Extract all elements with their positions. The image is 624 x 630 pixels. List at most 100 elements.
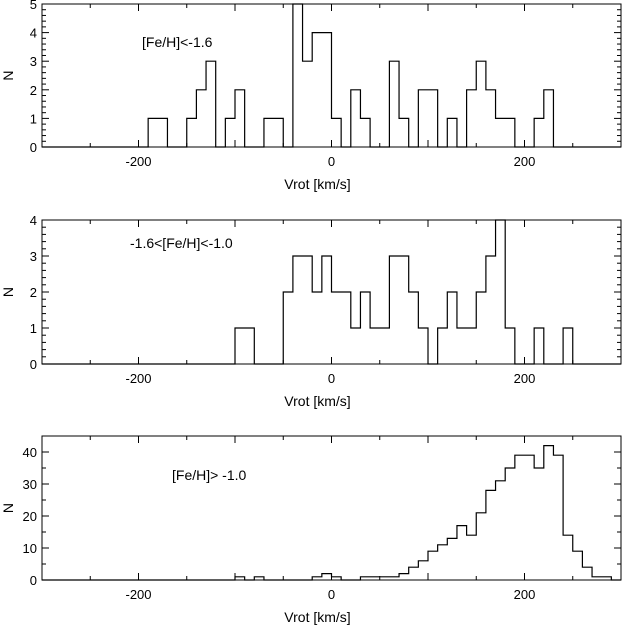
y-tick-label: 2 <box>30 285 37 300</box>
x-axis-label: Vrot [km/s] <box>284 393 350 409</box>
histogram-bin <box>592 577 602 580</box>
y-tick-label: 1 <box>30 321 37 336</box>
histogram-bin <box>303 256 313 364</box>
histogram-bin <box>515 455 525 580</box>
histogram-bin <box>360 118 370 147</box>
histogram-bin <box>467 90 477 147</box>
histogram-bin <box>148 118 158 147</box>
x-tick-label: 0 <box>328 587 335 602</box>
histogram-bin <box>418 90 428 147</box>
histogram-bin <box>505 328 515 364</box>
histogram-bin <box>447 118 457 147</box>
histogram-bin <box>399 256 409 364</box>
histogram-bin <box>341 292 351 364</box>
y-tick-label: 40 <box>23 445 37 460</box>
histogram-bin <box>418 561 428 580</box>
histogram-bin <box>418 328 428 364</box>
histogram-bin <box>322 256 332 364</box>
histogram-bin <box>380 577 390 580</box>
histogram-bin <box>245 328 255 364</box>
histogram-bin <box>399 574 409 580</box>
histogram-bin <box>389 256 399 364</box>
panel-top: -200 0 200 0 1 2 3 4 5 Vrot [km/s] N [Fe/H]<-1.6 <box>0 0 622 192</box>
histogram-bin <box>447 292 457 364</box>
x-axis-label: Vrot [km/s] <box>284 176 350 192</box>
histogram-bin <box>409 567 419 580</box>
histogram-bin <box>360 292 370 364</box>
histogram-bin <box>312 292 322 364</box>
histogram-bin <box>322 33 332 147</box>
histogram-series <box>42 219 621 365</box>
y-tick-label: 0 <box>30 573 37 588</box>
histogram-bin <box>486 490 496 580</box>
histogram-bin <box>534 118 544 147</box>
histogram-bin <box>206 61 216 147</box>
y-tick-label: 4 <box>30 213 37 228</box>
histogram-bin <box>399 118 409 147</box>
histogram-bin <box>438 328 448 364</box>
histogram-bin <box>505 118 515 147</box>
histogram-bin <box>602 577 612 580</box>
histogram-bin <box>225 118 235 147</box>
y-axis-label: N <box>0 70 16 80</box>
y-tick-label: 5 <box>30 0 37 12</box>
histogram-bin <box>467 535 477 580</box>
histogram-bin <box>496 481 506 580</box>
histogram-bin <box>428 90 438 147</box>
histogram-bin <box>332 292 342 364</box>
y-tick-label: 10 <box>23 541 37 556</box>
y-tick-label: 1 <box>30 111 37 126</box>
histogram-bin <box>303 61 313 147</box>
histogram-bin <box>563 535 573 580</box>
y-tick-label: 2 <box>30 83 37 98</box>
histogram-bin <box>283 292 293 364</box>
histogram-bin <box>264 118 274 147</box>
histogram-bin <box>544 90 554 147</box>
histogram-bin <box>332 118 342 147</box>
x-axis-label: Vrot [km/s] <box>284 609 350 625</box>
histogram-series <box>42 445 621 581</box>
histogram-bin <box>563 328 573 364</box>
x-tick-label: 200 <box>514 371 536 386</box>
histogram-bin <box>544 446 554 580</box>
histogram-bin <box>187 118 197 147</box>
histogram-bin <box>582 567 592 580</box>
y-tick-label: 3 <box>30 54 37 69</box>
histogram-bin <box>322 574 332 580</box>
histogram-bin <box>534 468 544 580</box>
y-axis-label: N <box>0 287 16 297</box>
histogram-bin <box>476 292 486 364</box>
histogram-bin <box>274 118 284 147</box>
x-tick-label: -200 <box>125 371 151 386</box>
panel-annotation: [Fe/H]> -1.0 <box>172 467 247 483</box>
y-tick-label: 0 <box>30 140 37 155</box>
histogram-bin <box>553 455 563 580</box>
y-axis-label: N <box>0 503 16 513</box>
x-tick-label: 0 <box>328 371 335 386</box>
histogram-bin <box>293 4 303 147</box>
histogram-bin <box>293 256 303 364</box>
x-tick-label: 0 <box>328 154 335 169</box>
panel-annotation: [Fe/H]<-1.6 <box>142 34 213 50</box>
histogram-series <box>42 3 621 148</box>
y-tick-label: 20 <box>23 509 37 524</box>
histogram-bin <box>467 328 477 364</box>
histogram-bin <box>476 61 486 147</box>
histogram-bin <box>158 118 168 147</box>
histogram-bin <box>370 577 380 580</box>
histogram-bin <box>496 220 506 364</box>
histogram-bin <box>254 577 264 580</box>
y-tick-label: 3 <box>30 249 37 264</box>
histogram-bin <box>235 90 245 147</box>
histogram-bin <box>312 577 322 580</box>
histogram-bin <box>235 577 245 580</box>
x-tick-label: 200 <box>514 154 536 169</box>
histogram-bin <box>525 455 535 580</box>
histogram-bin <box>438 545 448 580</box>
histogram-bin <box>534 328 544 364</box>
panel-bottom: -200 0 200 0 10 20 30 40 Vrot [km/s] N [Fe/H]> -1.… <box>0 435 622 625</box>
y-tick-label: 30 <box>23 477 37 492</box>
histogram-bin <box>447 538 457 580</box>
histogram-bin <box>496 118 506 147</box>
histogram-bin <box>332 577 342 580</box>
